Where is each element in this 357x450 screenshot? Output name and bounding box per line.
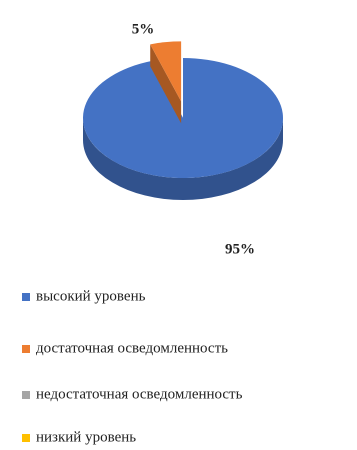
legend-swatch (22, 391, 30, 399)
legend-swatch (22, 345, 30, 353)
legend-swatch (22, 293, 30, 301)
pie-slice (83, 58, 284, 200)
legend-swatch (22, 434, 30, 442)
legend-label: низкий уровень (36, 429, 136, 445)
legend-label: недостаточная осведомленность (36, 386, 243, 402)
legend-label: достаточная осведомленность (36, 340, 228, 356)
slice-wall (150, 44, 182, 124)
pie-slice (150, 41, 182, 124)
slice-side (83, 118, 283, 200)
slice-top (83, 58, 284, 178)
slice-top (150, 41, 182, 102)
data-label: 95% (225, 241, 255, 257)
data-label: 5% (132, 21, 155, 37)
legend-label: высокий уровень (36, 288, 146, 304)
